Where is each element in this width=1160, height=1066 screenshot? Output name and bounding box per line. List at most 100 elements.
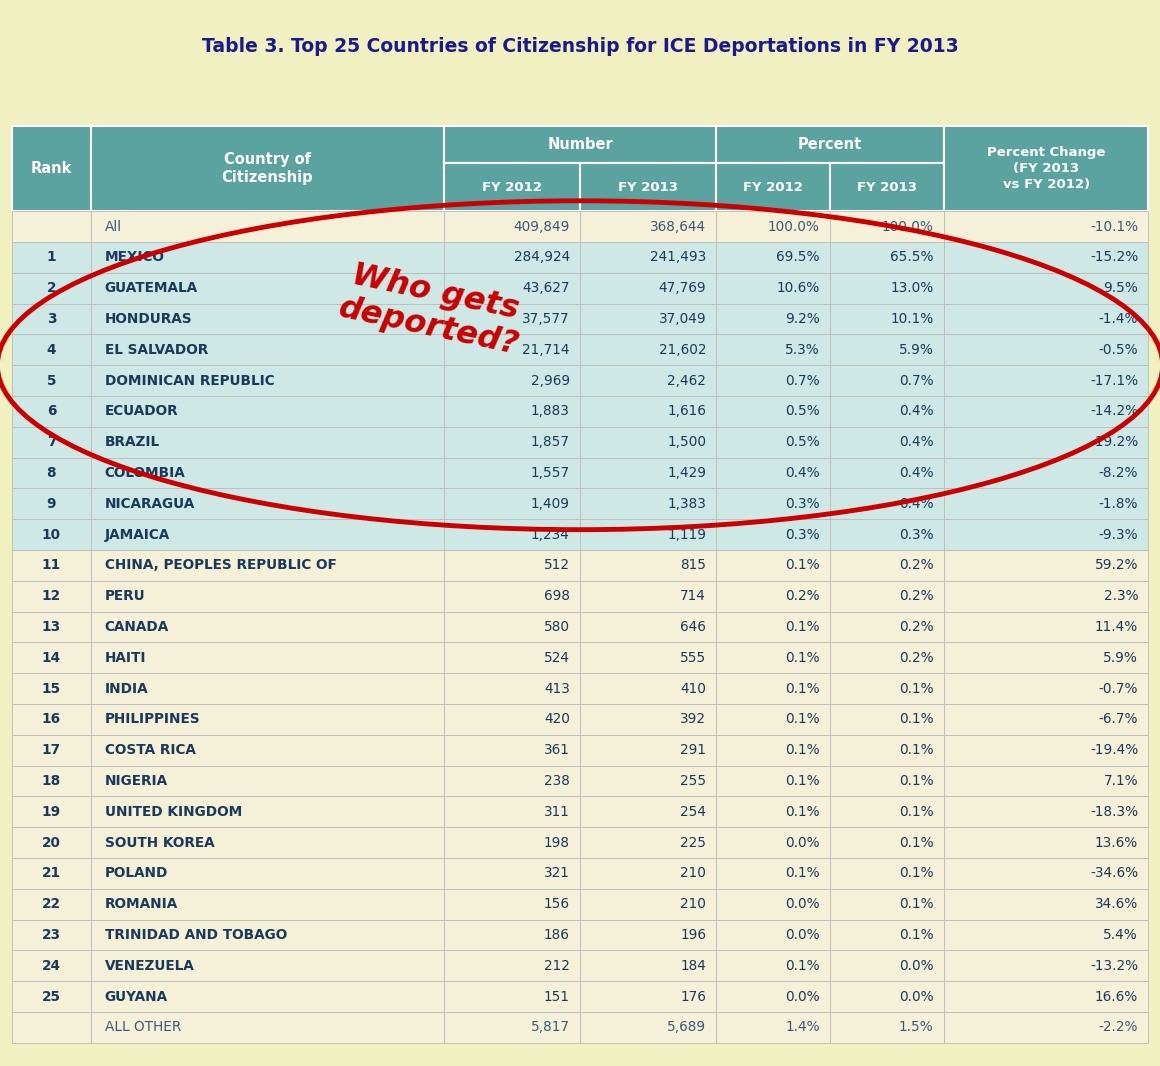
Text: Percent: Percent (798, 136, 862, 152)
Text: -14.2%: -14.2% (1090, 404, 1138, 419)
Bar (580, 1012, 717, 1043)
Text: Percent Change
(FY 2013
vs FY 2012): Percent Change (FY 2013 vs FY 2012) (987, 146, 1105, 191)
Text: 0.1%: 0.1% (899, 898, 934, 911)
Bar (944, 397, 1148, 426)
Bar (944, 765, 1148, 796)
Bar (580, 796, 717, 827)
Bar (12, 335, 92, 366)
Text: 524: 524 (544, 651, 570, 665)
Text: 311: 311 (544, 805, 570, 819)
Bar (580, 704, 717, 734)
Text: 9: 9 (46, 497, 56, 511)
Bar (443, 304, 580, 335)
Text: 0.0%: 0.0% (899, 958, 934, 973)
Text: 2,462: 2,462 (667, 373, 706, 388)
Bar (92, 889, 443, 920)
Bar (831, 858, 944, 889)
Text: 21: 21 (42, 867, 61, 881)
Bar (944, 643, 1148, 674)
Text: 16: 16 (42, 712, 61, 726)
Bar (443, 734, 580, 765)
Bar (831, 643, 944, 674)
Text: 156: 156 (544, 898, 570, 911)
Bar (831, 1012, 944, 1043)
Bar (443, 1012, 580, 1043)
Bar (443, 397, 580, 426)
Bar (717, 643, 831, 674)
Bar (580, 211, 717, 242)
Bar (944, 796, 1148, 827)
Bar (12, 796, 92, 827)
Text: 65.5%: 65.5% (890, 251, 934, 264)
Text: 254: 254 (680, 805, 706, 819)
Bar (92, 242, 443, 273)
Bar (443, 643, 580, 674)
Text: 18: 18 (42, 774, 61, 788)
Bar (12, 304, 92, 335)
Text: 100.0%: 100.0% (882, 220, 934, 233)
Bar (443, 366, 580, 397)
Bar (944, 612, 1148, 643)
Bar (12, 1012, 92, 1043)
Text: 1,557: 1,557 (530, 466, 570, 480)
Bar (944, 211, 1148, 242)
Text: 815: 815 (680, 559, 706, 572)
Text: 3: 3 (46, 312, 56, 326)
Text: 212: 212 (544, 958, 570, 973)
Bar (831, 273, 944, 304)
Text: 1,500: 1,500 (667, 435, 706, 449)
Bar (944, 426, 1148, 457)
Bar (580, 366, 717, 397)
Text: NIGERIA: NIGERIA (104, 774, 168, 788)
Text: 580: 580 (544, 620, 570, 634)
Text: 0.1%: 0.1% (785, 620, 820, 634)
Text: 0.1%: 0.1% (899, 743, 934, 757)
Text: 409,849: 409,849 (514, 220, 570, 233)
Text: 0.1%: 0.1% (785, 774, 820, 788)
Bar (944, 304, 1148, 335)
Bar (717, 273, 831, 304)
Text: -1.8%: -1.8% (1099, 497, 1138, 511)
Bar (944, 242, 1148, 273)
Bar (831, 704, 944, 734)
Bar (92, 426, 443, 457)
Text: HAITI: HAITI (104, 651, 146, 665)
Text: 13.6%: 13.6% (1095, 836, 1138, 850)
Text: 0.1%: 0.1% (785, 559, 820, 572)
Text: 1,857: 1,857 (531, 435, 570, 449)
Text: Country of
Citizenship: Country of Citizenship (222, 151, 313, 185)
Bar (831, 581, 944, 612)
Text: 151: 151 (544, 989, 570, 1003)
Bar (717, 858, 831, 889)
Bar (831, 674, 944, 704)
Bar (12, 426, 92, 457)
Text: -0.5%: -0.5% (1099, 343, 1138, 357)
Text: 69.5%: 69.5% (776, 251, 820, 264)
Text: 0.0%: 0.0% (785, 928, 820, 942)
Text: CHINA, PEOPLES REPUBLIC OF: CHINA, PEOPLES REPUBLIC OF (104, 559, 336, 572)
Text: 0.2%: 0.2% (899, 651, 934, 665)
Text: 13: 13 (42, 620, 61, 634)
Text: 1,883: 1,883 (531, 404, 570, 419)
Bar (831, 889, 944, 920)
Bar (831, 366, 944, 397)
Text: JAMAICA: JAMAICA (104, 528, 171, 542)
Text: 512: 512 (544, 559, 570, 572)
Text: 1,383: 1,383 (667, 497, 706, 511)
Bar (92, 1012, 443, 1043)
Bar (717, 519, 831, 550)
Bar (443, 920, 580, 951)
Text: EL SALVADOR: EL SALVADOR (104, 343, 208, 357)
Bar (12, 704, 92, 734)
Text: 5.9%: 5.9% (899, 343, 934, 357)
Text: 0.4%: 0.4% (785, 466, 820, 480)
Text: 34.6%: 34.6% (1095, 898, 1138, 911)
Text: 410: 410 (680, 681, 706, 696)
Bar (92, 920, 443, 951)
Text: 420: 420 (544, 712, 570, 726)
Bar (717, 457, 831, 488)
Bar (12, 488, 92, 519)
Text: 1,119: 1,119 (667, 528, 706, 542)
Text: 9.2%: 9.2% (785, 312, 820, 326)
Text: COLOMBIA: COLOMBIA (104, 466, 186, 480)
